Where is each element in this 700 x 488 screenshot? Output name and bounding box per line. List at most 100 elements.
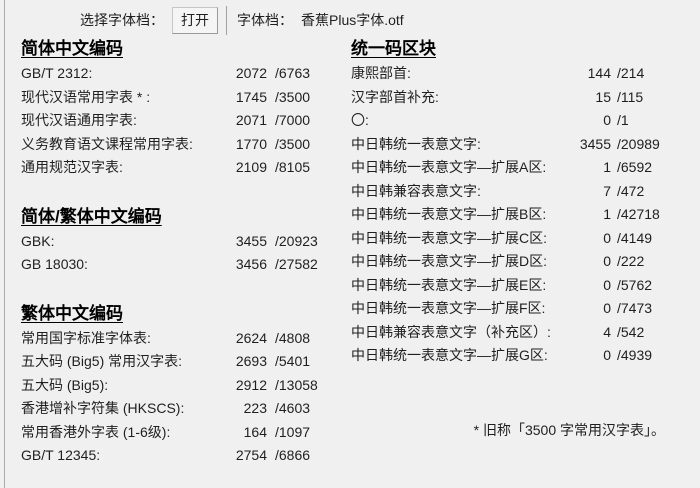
coverage-count: 7 — [603, 182, 611, 199]
section: 繁体中文编码 常用国字标准字体表: 2624/4808 五大码 (Big5) 常用汉字… — [21, 303, 333, 468]
coverage-count: 3456 — [235, 256, 267, 272]
coverage-count: 1 — [603, 159, 611, 175]
coverage-count: 1770 — [235, 135, 267, 152]
coverage-count: 0 — [603, 300, 611, 316]
coverage-label: 现代汉语常用字表 * : — [21, 88, 151, 105]
coverage-row: 常用香港外字表 (1-6级): 164/1097 — [21, 421, 333, 445]
coverage-total: /42718 — [617, 206, 660, 222]
coverage-label: 五大码 (Big5): — [21, 376, 109, 393]
column-unicode-blocks: 统一码区块 康熙部首: 144/214 汉字部首补充: 15/115 〇: 0/1 中日韩统一… — [351, 38, 681, 440]
coverage-label: 通用规范汉字表: — [21, 159, 123, 175]
coverage-row: 中日韩兼容表意文字（补充区）: 4/542 — [351, 321, 681, 345]
coverage-total: /4808 — [275, 329, 311, 346]
coverage-row: 五大码 (Big5): 2912/13058 — [21, 374, 333, 398]
coverage-count: 2109 — [235, 159, 267, 175]
toolbar-separator — [226, 5, 227, 35]
coverage-count: 0 — [603, 347, 611, 363]
section-title: 简体中文编码 — [21, 39, 123, 58]
coverage-count: 0 — [603, 253, 611, 269]
coverage-count: 15 — [595, 88, 611, 105]
coverage-label: 中日韩统一表意文字—扩展B区: — [351, 206, 547, 222]
coverage-total: /6763 — [275, 65, 311, 81]
coverage-count: 4 — [603, 323, 611, 340]
coverage-total: /5762 — [617, 276, 653, 293]
coverage-row: 常用国字标准字体表: 2624/4808 — [21, 327, 333, 351]
coverage-total: /4939 — [617, 347, 653, 363]
coverage-label: 〇: — [351, 112, 369, 128]
coverage-row: 康熙部首: 144/214 — [351, 62, 681, 86]
coverage-count: 0 — [603, 112, 611, 128]
coverage-total: /20989 — [617, 135, 660, 152]
section: 简体中文编码 GB/T 2312: 2072/6763 现代汉语常用字表 * : 174… — [21, 38, 333, 180]
coverage-row: 中日韩统一表意文字—扩展G区: 0/4939 — [351, 344, 681, 368]
coverage-count: 223 — [243, 400, 267, 416]
coverage-label: GBK: — [21, 232, 55, 249]
column-simplified-traditional: 简体中文编码 GB/T 2312: 2072/6763 现代汉语常用字表 * : 174… — [21, 38, 333, 488]
coverage-count: 2072 — [235, 65, 267, 81]
coverage-row: 〇: 0/1 — [351, 109, 681, 133]
open-font-button[interactable]: 打开 — [172, 6, 218, 34]
font-file-name: 香蕉Plus字体.otf — [301, 12, 404, 28]
coverage-label: GB 18030: — [21, 256, 88, 272]
footnote: * 旧称「3500 字常用汉字表」。 — [473, 421, 665, 438]
coverage-row: 五大码 (Big5) 常用汉字表: 2693/5401 — [21, 350, 333, 374]
coverage-label: 现代汉语通用字表: — [21, 112, 137, 128]
coverage-total: /8105 — [275, 159, 311, 175]
font-file-label: 字体档： — [237, 12, 293, 28]
coverage-label: 中日韩统一表意文字—扩展F区: — [351, 300, 546, 316]
toolbar: 选择字体档： 打开 字体档： 香蕉Plus字体.otf — [0, 0, 700, 35]
coverage-row: 中日韩统一表意文字—扩展E区: 0/5762 — [351, 274, 681, 298]
coverage-total: /214 — [617, 65, 645, 81]
coverage-row: 现代汉语常用字表 * : 1745/3500 — [21, 86, 333, 110]
select-font-label: 选择字体档： — [80, 12, 164, 28]
coverage-row: 汉字部首补充: 15/115 — [351, 86, 681, 110]
coverage-content: 简体中文编码 GB/T 2312: 2072/6763 现代汉语常用字表 * :174… — [0, 34, 700, 488]
coverage-count: 1 — [603, 206, 611, 222]
coverage-count: 144 — [587, 65, 611, 81]
coverage-total: /20923 — [275, 232, 318, 249]
coverage-total: /3500 — [275, 88, 311, 105]
coverage-total: /5401 — [275, 353, 311, 369]
coverage-row: 中日韩兼容表意文字: 7/472 — [351, 180, 681, 204]
coverage-total: /7473 — [617, 300, 653, 316]
coverage-label: 汉字部首补充: — [351, 88, 439, 105]
coverage-total: /27582 — [275, 256, 318, 272]
coverage-count: 2071 — [235, 112, 267, 128]
coverage-row: 通用规范汉字表: 2109/8105 — [21, 156, 333, 180]
coverage-total: /4149 — [617, 229, 653, 246]
coverage-row: GBK: 3455/20923 — [21, 230, 333, 254]
coverage-count: 2912 — [235, 376, 267, 393]
coverage-total: /4603 — [275, 400, 311, 416]
coverage-count: 3455 — [235, 232, 267, 249]
coverage-label: 中日韩统一表意文字—扩展D区: — [351, 253, 547, 269]
coverage-row: GB/T 2312: 2072/6763 — [21, 62, 333, 86]
coverage-label: 中日韩统一表意文字—扩展A区: — [351, 159, 547, 175]
coverage-count: 2693 — [235, 353, 267, 369]
coverage-total: /222 — [617, 253, 645, 269]
coverage-label: 康熙部首: — [351, 65, 411, 81]
coverage-total: /472 — [617, 182, 645, 199]
coverage-label: 中日韩兼容表意文字: — [351, 182, 481, 199]
coverage-row: 中日韩统一表意文字—扩展B区: 1/42718 — [351, 203, 681, 227]
coverage-label: GB/T 12345: — [21, 447, 101, 463]
coverage-row: 中日韩统一表意文字: 3455/20989 — [351, 133, 681, 157]
coverage-count: 0 — [603, 276, 611, 293]
coverage-count: 1745 — [235, 88, 267, 105]
coverage-row: GB/T 12345: 2754/6866 — [21, 444, 333, 468]
coverage-row: 中日韩统一表意文字—扩展C区: 0/4149 — [351, 227, 681, 251]
coverage-total: /115 — [617, 88, 644, 105]
coverage-count: 2754 — [235, 447, 267, 463]
coverage-row: 中日韩统一表意文字—扩展D区: 0/222 — [351, 250, 681, 274]
coverage-label: 中日韩统一表意文字: — [351, 135, 481, 152]
coverage-total: /1 — [617, 112, 629, 128]
coverage-total: /6592 — [617, 159, 653, 175]
coverage-label: 义务教育语文课程常用字表: — [21, 135, 193, 152]
section: 简体/繁体中文编码 GBK: 3455/20923 GB 18030: 3456/275… — [21, 206, 333, 277]
coverage-label: 中日韩统一表意文字—扩展C区: — [351, 229, 547, 246]
coverage-label: 常用香港外字表 (1-6级): — [21, 423, 171, 440]
coverage-count: 0 — [603, 229, 611, 246]
coverage-label: 五大码 (Big5) 常用汉字表: — [21, 353, 183, 369]
coverage-total: /542 — [617, 323, 645, 340]
coverage-count: 2624 — [235, 329, 267, 346]
window-left-edge — [4, 0, 5, 488]
